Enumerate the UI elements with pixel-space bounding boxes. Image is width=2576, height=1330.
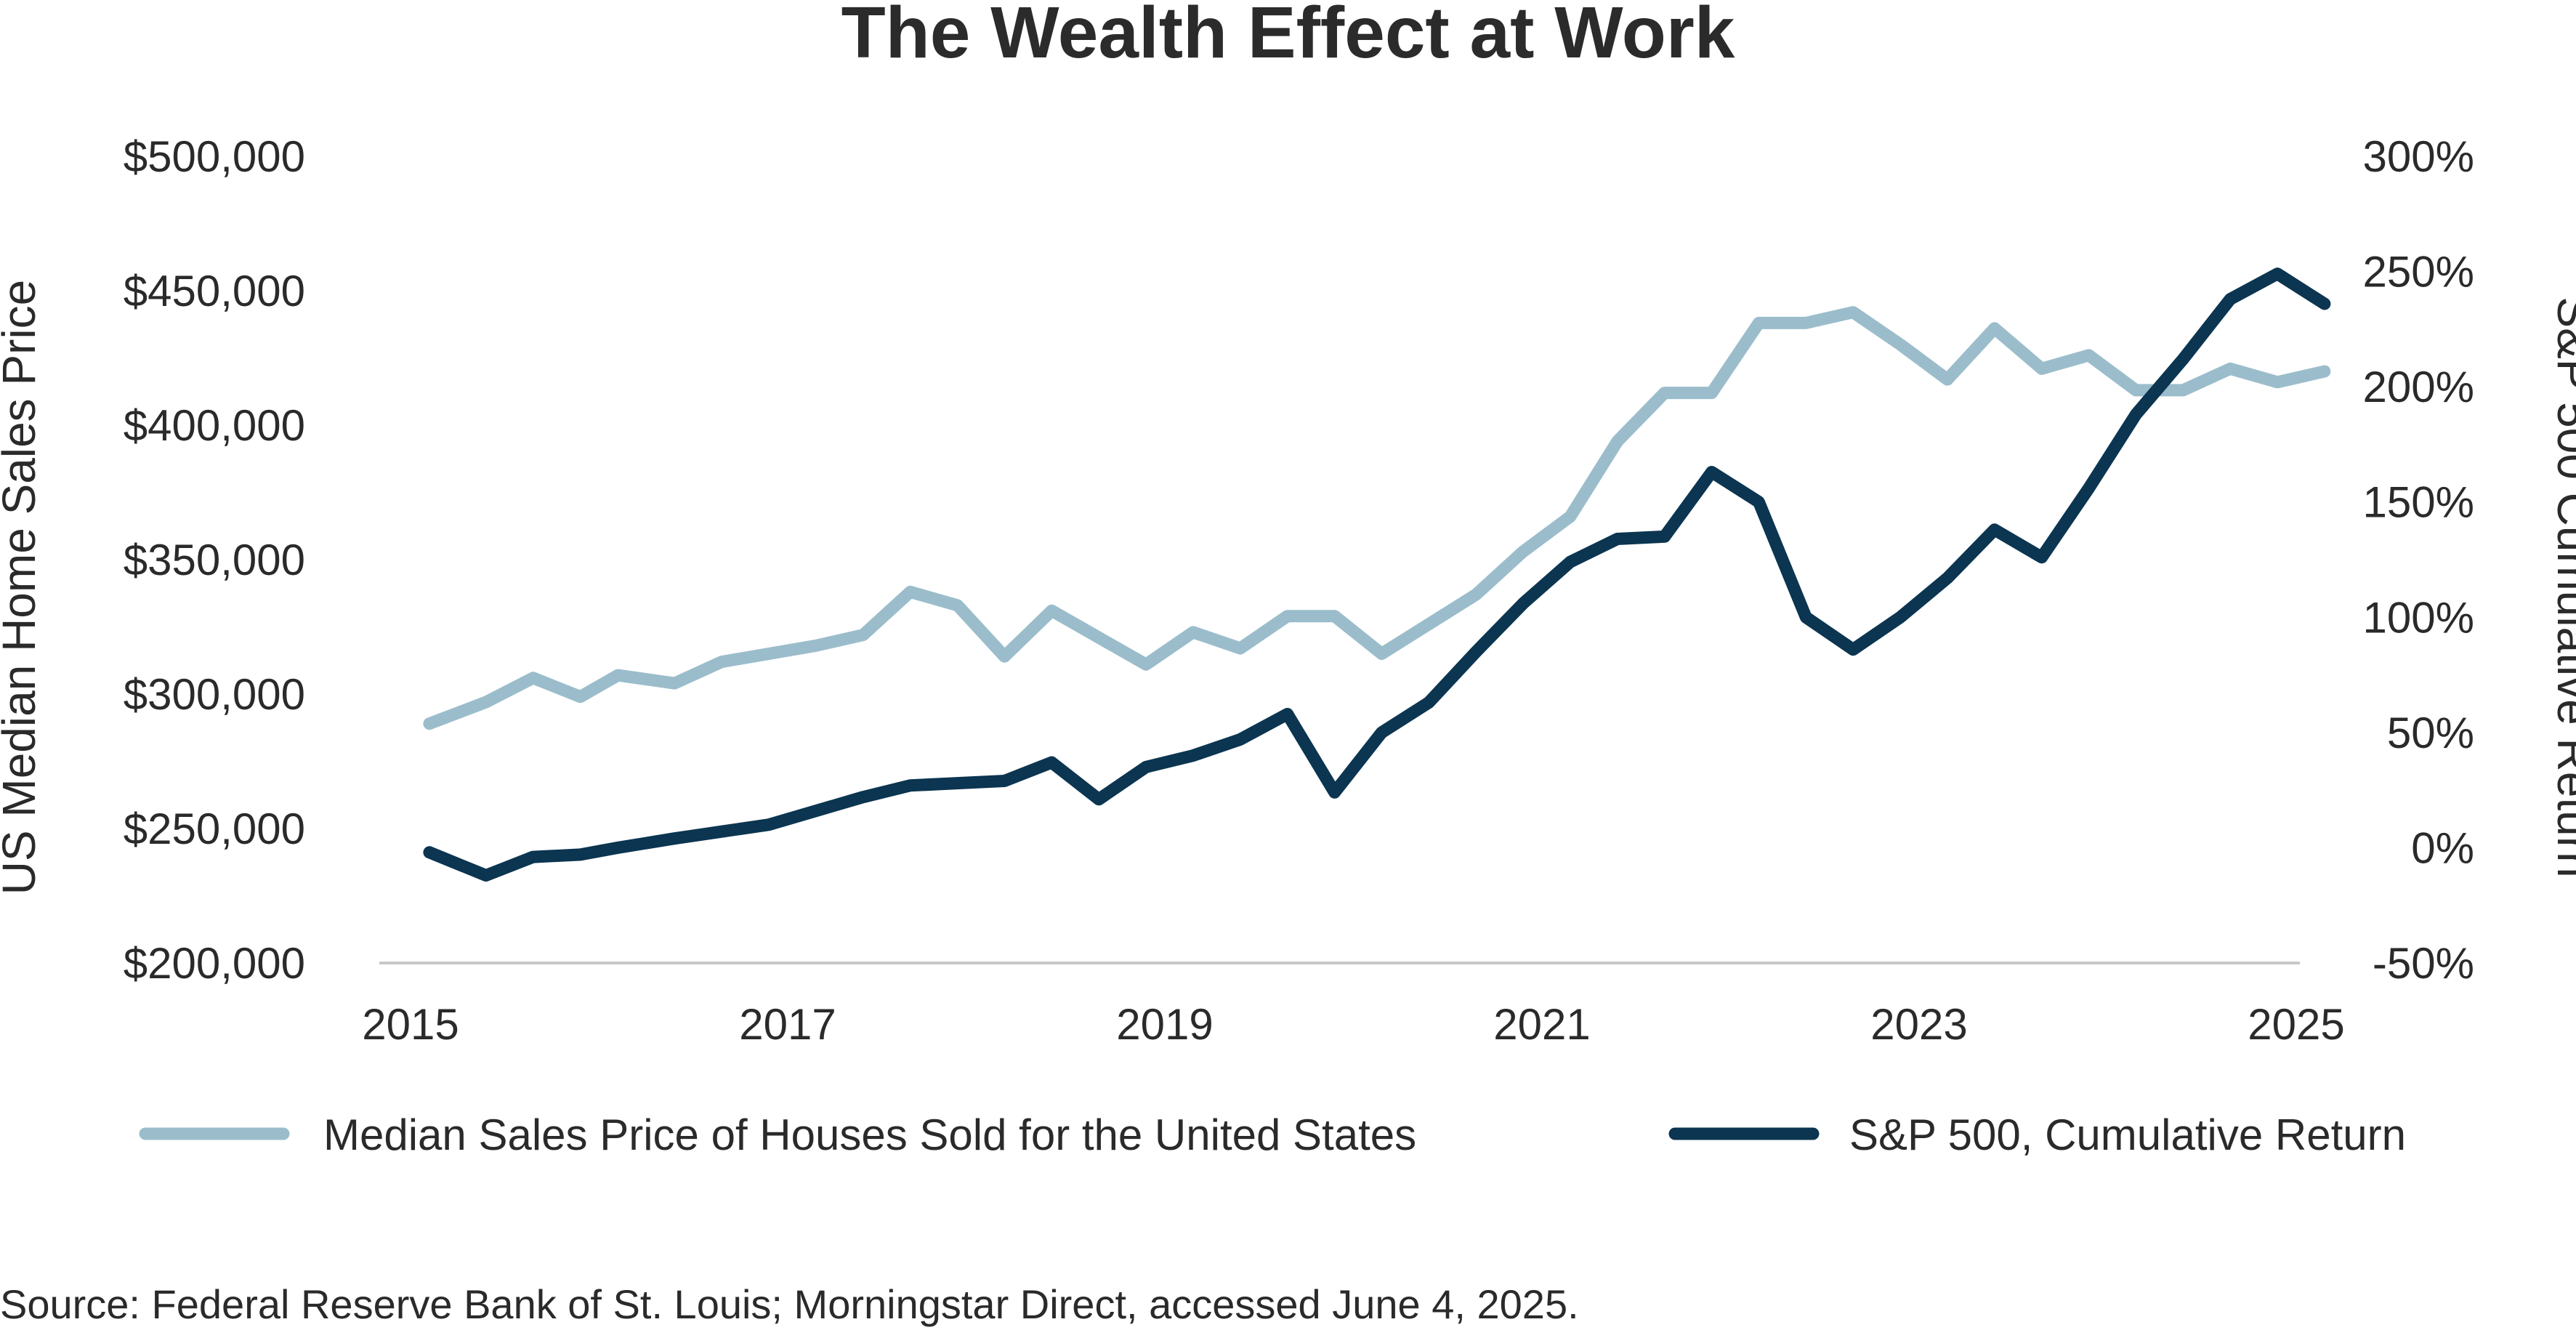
- series-lines: [423, 267, 2331, 882]
- x-tick-label: 2015: [362, 1000, 459, 1049]
- left-tick-label: $450,000: [124, 267, 305, 315]
- right-tick-label: 250%: [2363, 248, 2474, 297]
- left-tick-label: $500,000: [124, 132, 305, 181]
- left-axis: $200,000 $250,000 $300,000 $350,000 $400,000…: [124, 132, 305, 988]
- right-tick-label: 50%: [2387, 709, 2474, 757]
- left-axis-label: US Median Home Sales Price: [0, 280, 45, 895]
- legend: Median Sales Price of Houses Sold for th…: [139, 1111, 2406, 1159]
- x-axis: 2015 2017 2019 2021 2023 2025: [362, 1000, 2344, 1049]
- left-tick-label: $200,000: [124, 939, 305, 988]
- x-tick-label: 2025: [2248, 1000, 2344, 1049]
- left-tick-label: $350,000: [124, 536, 305, 584]
- legend-label: Median Sales Price of Houses Sold for th…: [323, 1111, 1416, 1159]
- left-tick-label: $250,000: [124, 805, 305, 853]
- right-axis: -50% 0% 50% 100% 150% 200% 250% 300%: [2363, 132, 2474, 988]
- right-tick-label: 200%: [2363, 363, 2474, 411]
- x-tick-label: 2021: [1493, 1000, 1590, 1049]
- right-tick-label: 100%: [2363, 593, 2474, 642]
- series-line-home-price: [423, 306, 2331, 730]
- source-note: Source: Federal Reserve Bank of St. Loui…: [0, 1281, 1579, 1327]
- left-tick-label: $400,000: [124, 401, 305, 450]
- chart-title: The Wealth Effect at Work: [841, 0, 1735, 73]
- right-tick-label: 300%: [2363, 132, 2474, 181]
- right-tick-label: 150%: [2363, 478, 2474, 527]
- series-line-sp500: [423, 267, 2331, 882]
- right-axis-label: S&P 500 Cumulative Return: [2548, 297, 2576, 877]
- x-tick-label: 2017: [739, 1000, 836, 1049]
- right-tick-label: -50%: [2373, 939, 2474, 988]
- left-tick-label: $300,000: [124, 670, 305, 719]
- x-tick-label: 2023: [1870, 1000, 1967, 1049]
- legend-label: S&P 500, Cumulative Return: [1849, 1111, 2406, 1159]
- x-tick-label: 2019: [1116, 1000, 1213, 1049]
- right-tick-label: 0%: [2411, 823, 2474, 872]
